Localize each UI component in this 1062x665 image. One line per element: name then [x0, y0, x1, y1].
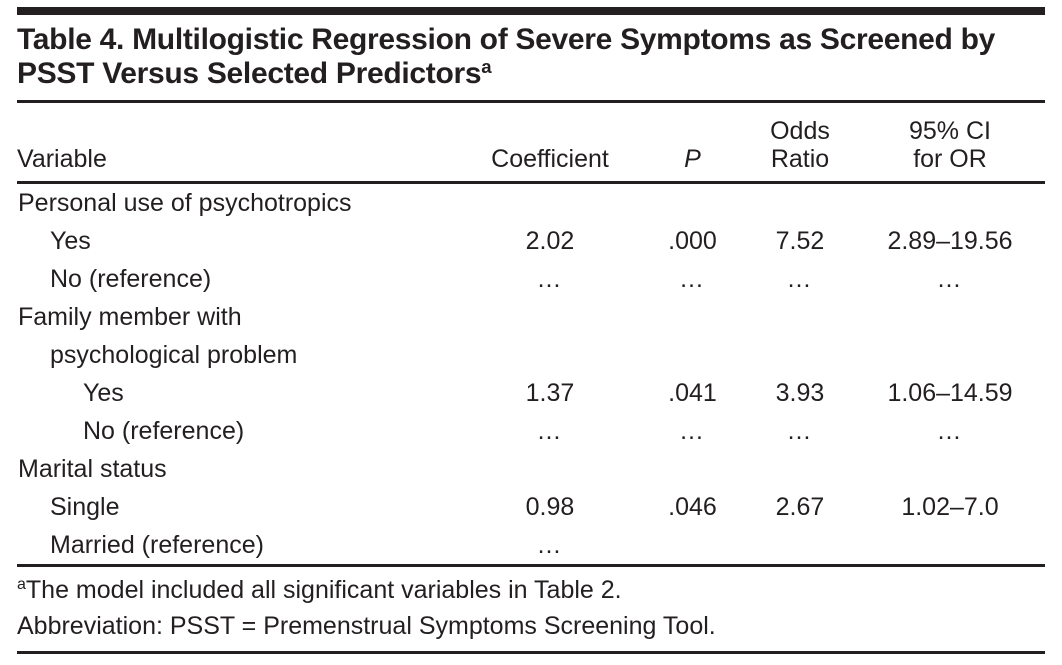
- row-coefficient-value: …: [536, 264, 564, 293]
- top-thick-rule: [17, 7, 1045, 15]
- header-rule: [17, 181, 1045, 184]
- row-variable-label: Personal use of psychotropics: [18, 188, 352, 217]
- row-ci-value: 1.02–7.0: [901, 492, 999, 521]
- table-title-footnote-marker: a: [481, 56, 492, 77]
- row-variable-label: Marital status: [18, 454, 167, 483]
- column-header-p: P: [684, 145, 701, 173]
- row-variable-label: No (reference): [50, 264, 212, 293]
- row-p-value: .000: [668, 226, 717, 255]
- table-row: Single 0.98 .046 2.67 1.02–7.0: [17, 488, 1045, 526]
- row-variable-label: Single: [50, 492, 120, 521]
- column-header-ci-line2: for OR: [913, 145, 987, 173]
- row-ci-value: 1.06–14.59: [887, 378, 1013, 407]
- row-variable-label: Yes: [50, 226, 91, 255]
- table-title: Table 4. Multilogistic Regression of Sev…: [17, 23, 1045, 91]
- row-coefficient-value: 1.37: [525, 378, 575, 407]
- body-bottom-rule: [17, 564, 1045, 567]
- row-coefficient-value: 0.98: [525, 492, 575, 521]
- row-variable-label: psychological problem: [50, 340, 298, 369]
- table-row: Married (reference) …: [17, 526, 1045, 564]
- row-ci-value: …: [936, 264, 964, 293]
- row-p-value: .041: [668, 378, 717, 407]
- table-header-row: Variable Coefficient P Odds Ratio 95% CI f…: [17, 103, 1045, 181]
- footnotes: aThe model included all significant vari…: [17, 567, 1045, 651]
- bottom-rule: [17, 651, 1045, 654]
- footnote-text: Abbreviation: PSST = Premenstrual Sympto…: [17, 612, 716, 640]
- row-coefficient-value: …: [536, 530, 564, 559]
- title-rule: [17, 100, 1045, 103]
- footnote-line: aThe model included all significant vari…: [17, 572, 1045, 608]
- table-row: Yes 2.02 .000 7.52 2.89–19.56: [17, 222, 1045, 260]
- table-body: Personal use of psychotropics Yes 2.02 .000…: [17, 184, 1045, 564]
- row-variable-label: No (reference): [83, 416, 245, 445]
- column-header-ci-line1: 95% CI: [909, 117, 991, 145]
- table-title-text: Table 4. Multilogistic Regression of Sev…: [17, 23, 996, 90]
- table-row: Personal use of psychotropics: [17, 184, 1045, 222]
- row-coefficient-value: 2.02: [525, 226, 575, 255]
- footnote-text: The model included all significant varia…: [25, 576, 622, 604]
- table-row: psychological problem: [17, 336, 1045, 374]
- row-p-value: …: [679, 416, 706, 445]
- footnote-marker: a: [17, 576, 26, 593]
- table-row: Marital status: [17, 450, 1045, 488]
- row-odds-ratio-value: …: [786, 416, 814, 445]
- row-variable-label: Married (reference): [50, 530, 264, 559]
- column-header-variable: Variable: [17, 145, 107, 173]
- table-row: No (reference) … … … …: [17, 260, 1045, 298]
- row-p-value: .046: [668, 492, 717, 521]
- column-header-ci: 95% CI for OR: [855, 117, 1045, 173]
- column-header-coefficient: Coefficient: [491, 145, 609, 173]
- row-coefficient-value: …: [536, 416, 564, 445]
- column-header-odds-ratio-line1: Odds: [770, 117, 830, 145]
- row-odds-ratio-value: 3.93: [775, 378, 825, 407]
- row-odds-ratio-value: 2.67: [775, 492, 825, 521]
- row-p-value: …: [679, 264, 706, 293]
- column-header-odds-ratio-line2: Ratio: [770, 145, 830, 173]
- table-row: No (reference) … … … …: [17, 412, 1045, 450]
- row-odds-ratio-value: …: [786, 264, 814, 293]
- footnote-line: Abbreviation: PSST = Premenstrual Sympto…: [17, 608, 1045, 644]
- row-ci-value: 2.89–19.56: [887, 226, 1013, 255]
- row-ci-value: …: [936, 416, 964, 445]
- row-odds-ratio-value: 7.52: [775, 226, 825, 255]
- row-variable-label: Yes: [83, 378, 124, 407]
- table-row: Yes 1.37 .041 3.93 1.06–14.59: [17, 374, 1045, 412]
- row-variable-label: Family member with: [18, 302, 242, 331]
- column-header-odds-ratio: Odds Ratio: [745, 117, 855, 173]
- table-row: Family member with: [17, 298, 1045, 336]
